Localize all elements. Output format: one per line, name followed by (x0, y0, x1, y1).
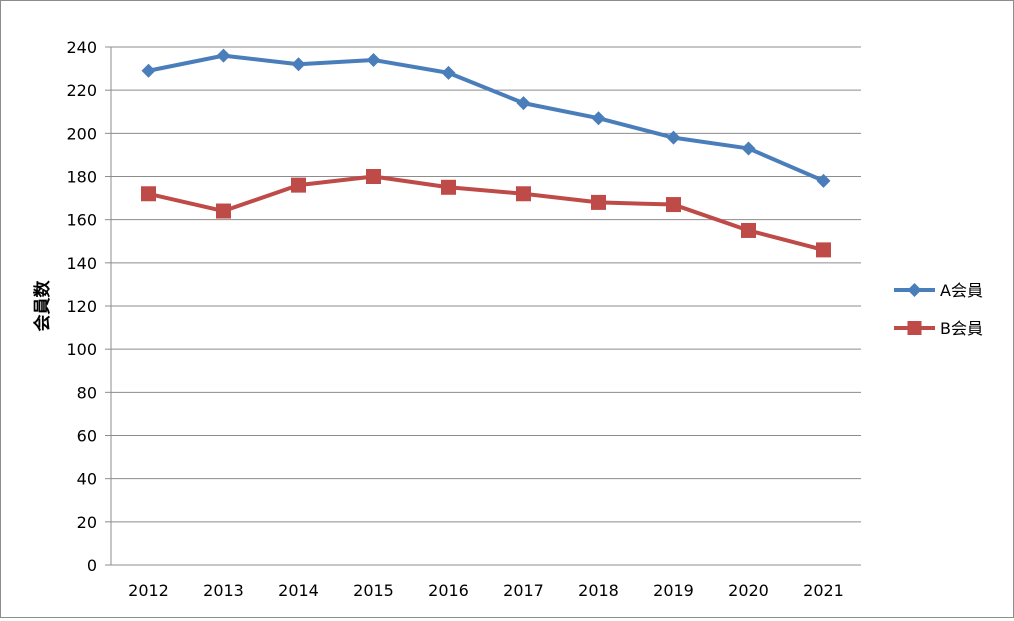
data-point-diamond (516, 96, 531, 111)
x-tick-label: 2019 (653, 581, 694, 600)
data-point-diamond (366, 52, 381, 67)
x-tick-labels: 2012 2013 2014 2015 2016 2017 2018 2019 2020 2021 (128, 581, 844, 600)
y-tick-label: 140 (66, 254, 97, 273)
y-tick-label: 220 (66, 81, 97, 100)
data-point-diamond (591, 111, 606, 126)
data-point-square (441, 179, 456, 195)
data-point-diamond (141, 63, 156, 78)
series-1 (141, 48, 831, 188)
data-point-diamond (816, 173, 831, 188)
data-point-square (291, 177, 306, 193)
y-tick-label: 200 (66, 124, 97, 143)
y-tick-label: 100 (66, 340, 97, 359)
data-point-square (591, 194, 606, 210)
data-point-diamond (666, 130, 681, 145)
data-point-square (216, 203, 231, 219)
y-tick-labels: 0 20 40 60 80 100 120 140 160 180 200 220 240 (66, 38, 97, 575)
series-line (148, 174, 825, 252)
x-tick-label: 2016 (428, 581, 469, 600)
x-tick-label: 2015 (353, 581, 394, 600)
data-point-square (816, 242, 831, 258)
data-point-square (907, 321, 922, 335)
series-group (141, 48, 831, 258)
legend: A会員 B会員 (894, 281, 983, 338)
data-point-square (666, 197, 681, 213)
y-tick-label: 120 (66, 297, 97, 316)
y-tick-label: 180 (66, 168, 97, 187)
y-tick-label: 40 (77, 470, 97, 489)
legend-entry: B会員 (894, 319, 983, 338)
data-point-square (741, 222, 756, 238)
x-tick-label: 2012 (128, 581, 169, 600)
legend-entry: A会員 (894, 281, 983, 300)
axes (110, 47, 861, 566)
gridlines (105, 46, 861, 566)
y-tick-label: 0 (87, 556, 97, 575)
series-line (148, 53, 825, 183)
y-tick-label: 80 (77, 383, 97, 402)
legend-label: B会員 (940, 319, 983, 338)
data-point-square (366, 169, 381, 184)
x-tick-label: 2020 (728, 581, 769, 600)
y-tick-label: 60 (77, 427, 97, 446)
x-tick-label: 2017 (503, 581, 544, 600)
data-point-square (141, 186, 156, 202)
y-tick-label: 160 (66, 211, 97, 230)
legend-label: A会員 (940, 281, 983, 300)
data-point-diamond (907, 283, 922, 297)
series-2 (141, 169, 831, 258)
data-point-diamond (741, 141, 756, 156)
y-tick-label: 20 (77, 513, 97, 532)
data-point-square (516, 186, 531, 202)
x-tick-label: 2018 (578, 581, 619, 600)
data-point-diamond (216, 48, 231, 63)
y-tick-label: 240 (66, 38, 97, 57)
y-axis-label: 会員数 (32, 280, 53, 332)
data-point-diamond (291, 57, 306, 72)
data-point-diamond (441, 65, 456, 80)
x-tick-label: 2014 (278, 581, 319, 600)
x-tick-label: 2013 (203, 581, 244, 600)
x-tick-label: 2021 (803, 581, 844, 600)
